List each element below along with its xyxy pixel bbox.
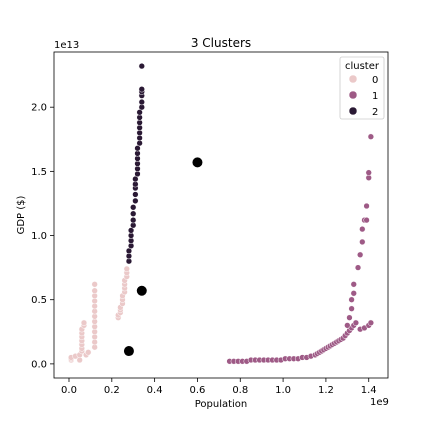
point-cluster-1 (350, 290, 357, 297)
point-cluster-2 (138, 62, 145, 70)
point-cluster-1 (367, 319, 375, 326)
point-cluster-2 (130, 210, 137, 217)
x-axis-label: Population (195, 399, 248, 410)
point-cluster-0 (91, 287, 98, 294)
point-cluster-0 (80, 319, 88, 326)
chart-title: 3 Clusters (191, 36, 251, 50)
x-tick-label: 0.8 (232, 385, 248, 396)
centroid-1 (136, 285, 147, 296)
y-offset-label: 1e13 (54, 40, 79, 51)
point-cluster-1 (359, 238, 366, 246)
legend-marker-1 (348, 90, 358, 100)
x-axis-ticks: 0.0 0.2 0.4 0.6 0.8 1.0 1.2 1.4 (61, 378, 377, 396)
point-cluster-2 (132, 197, 139, 205)
x-tick-label: 1.4 (361, 385, 377, 396)
point-cluster-1 (344, 322, 351, 329)
point-cluster-1 (352, 319, 360, 326)
y-tick-label: 1.5 (31, 167, 47, 178)
x-tick-label: 0.2 (104, 385, 120, 396)
legend-label-1: 1 (372, 91, 378, 102)
y-tick-label: 0.0 (31, 359, 47, 370)
legend-marker-0 (348, 74, 358, 84)
y-tick-label: 2.0 (31, 103, 47, 114)
x-offset-label: 1e9 (370, 397, 389, 408)
x-tick-label: 0.4 (147, 385, 163, 396)
y-tick-label: 1.0 (31, 231, 47, 242)
x-tick-label: 1.2 (318, 385, 334, 396)
point-cluster-0 (91, 281, 98, 288)
point-cluster-1 (363, 202, 370, 210)
y-tick-label: 0.5 (31, 295, 47, 306)
point-cluster-1 (367, 133, 375, 140)
y-axis-label: GDP ($) (16, 195, 27, 234)
data-points (67, 62, 375, 365)
point-cluster-1 (354, 264, 362, 271)
legend: cluster 0 1 2 (339, 56, 385, 120)
cluster-centroids (123, 157, 203, 357)
legend-label-0: 0 (372, 75, 378, 86)
point-cluster-2 (138, 98, 145, 106)
point-cluster-1 (350, 281, 357, 288)
point-cluster-0 (123, 265, 130, 273)
point-cluster-1 (357, 251, 364, 258)
plot-frame (53, 51, 389, 379)
point-cluster-1 (346, 314, 353, 321)
legend-box (339, 56, 385, 120)
point-cluster-1 (363, 216, 370, 224)
legend-title: cluster (345, 61, 380, 72)
point-cluster-2 (138, 86, 145, 93)
point-cluster-0 (85, 349, 92, 356)
centroid-2 (192, 157, 203, 168)
point-cluster-1 (365, 169, 372, 176)
x-tick-label: 0.6 (189, 385, 205, 396)
y-axis-ticks: 0.0 0.5 1.0 1.5 2.0 (31, 103, 54, 370)
point-cluster-1 (348, 296, 355, 303)
point-cluster-2 (132, 191, 139, 198)
point-cluster-2 (130, 204, 137, 211)
centroid-0 (123, 346, 134, 357)
legend-label-2: 2 (372, 107, 378, 118)
point-cluster-2 (130, 216, 137, 224)
x-tick-label: 0.0 (61, 385, 77, 396)
x-tick-label: 1.0 (275, 385, 291, 396)
legend-marker-2 (348, 106, 358, 116)
point-cluster-1 (359, 225, 366, 233)
point-cluster-1 (348, 305, 355, 312)
